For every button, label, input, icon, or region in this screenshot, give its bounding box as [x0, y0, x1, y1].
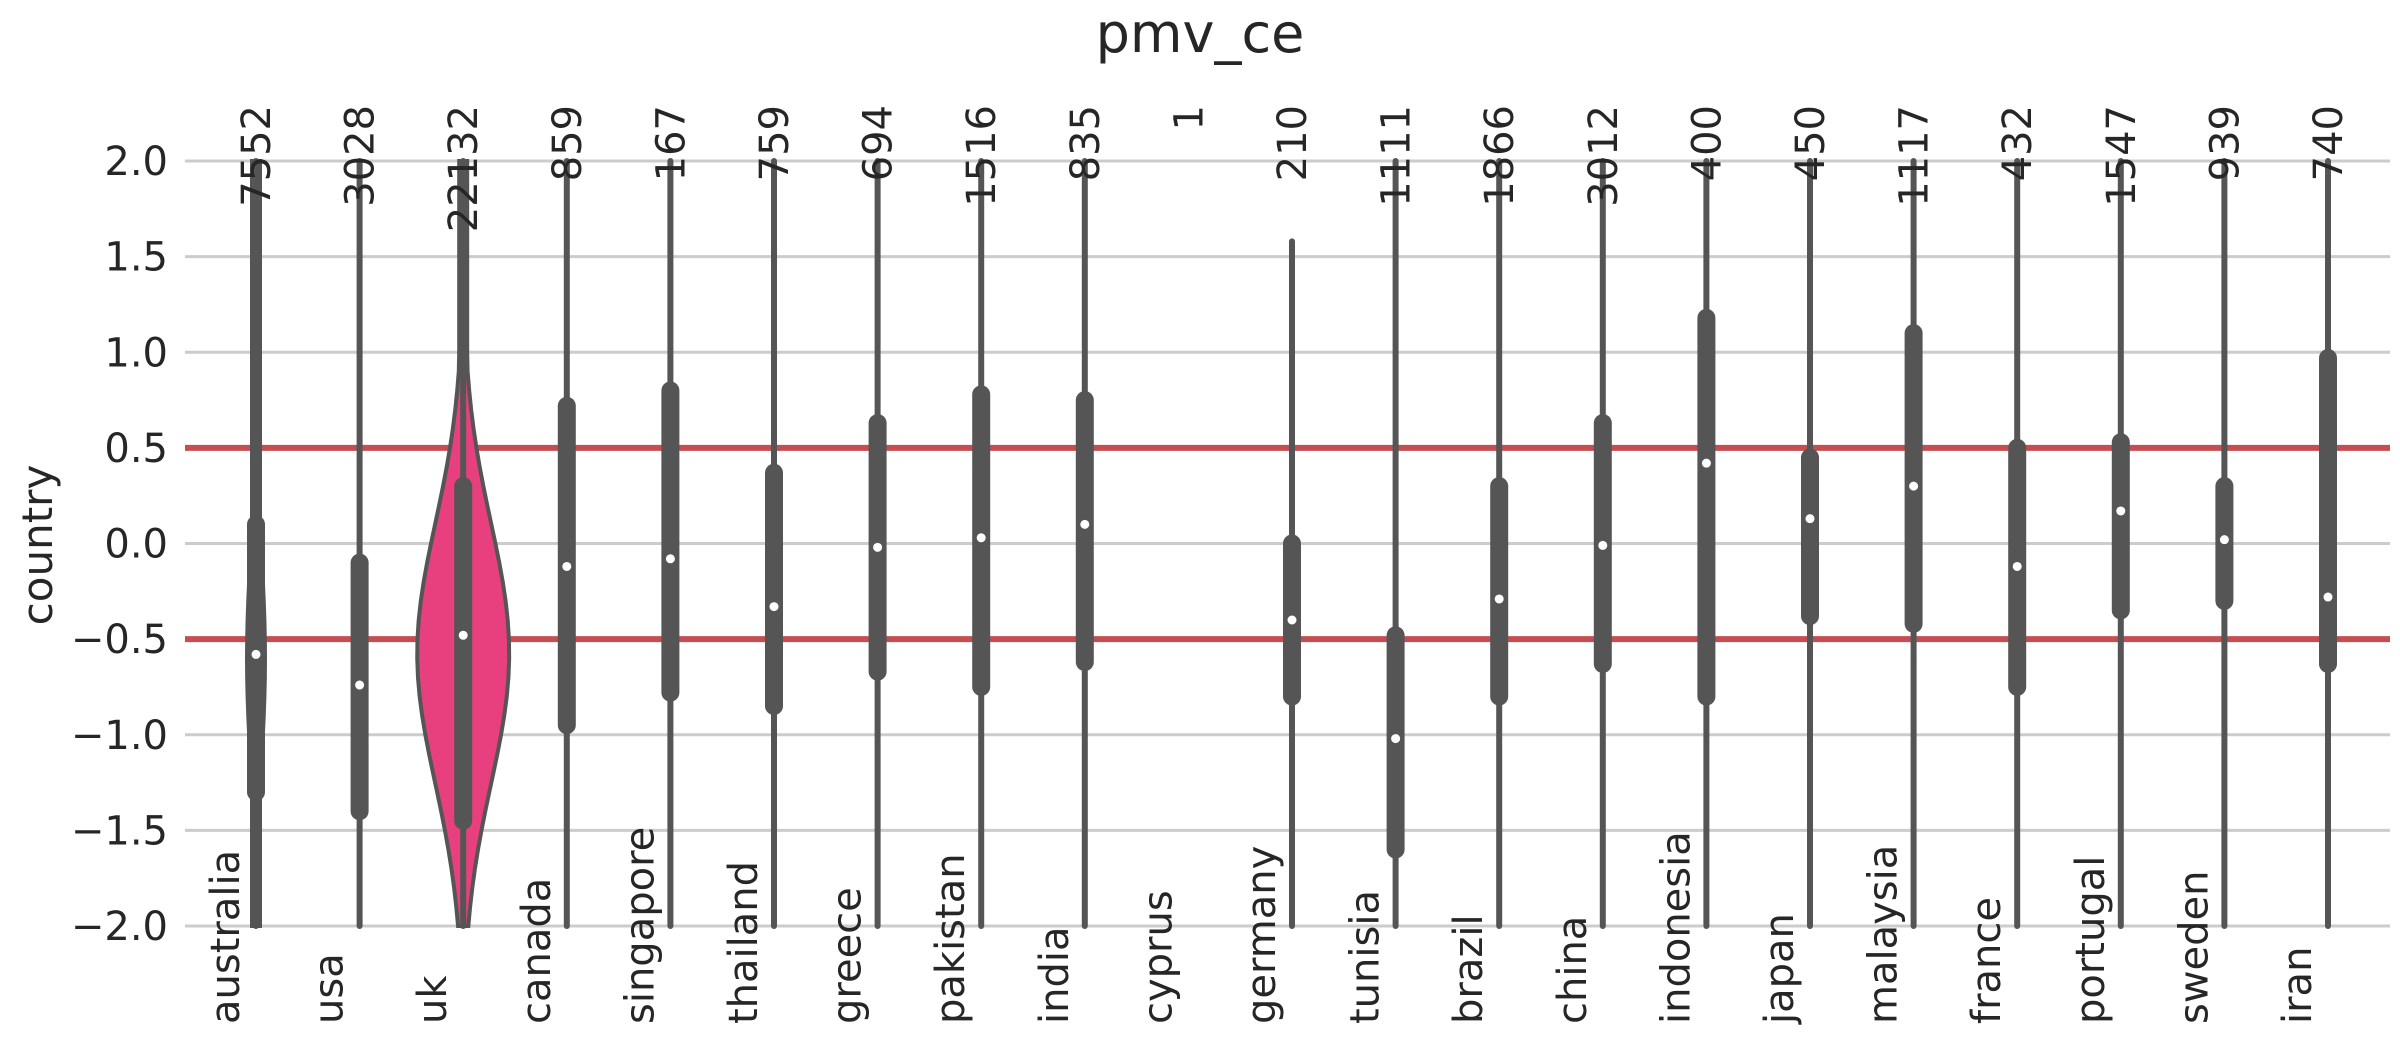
violin-china	[1593, 158, 1612, 929]
median-point	[1391, 734, 1401, 744]
category-label: sweden	[2171, 870, 2217, 1024]
median-point	[2323, 592, 2333, 602]
violin-malaysia	[1904, 158, 1923, 929]
count-label: 400	[1684, 105, 1730, 181]
category-label: brazil	[1446, 914, 1492, 1024]
count-label: 859	[545, 105, 591, 181]
count-label: 694	[856, 105, 902, 181]
count-label: 740	[2306, 105, 2352, 181]
median-point	[665, 554, 675, 564]
category-label: iran	[2275, 947, 2321, 1024]
count-label: 835	[1063, 105, 1109, 181]
median-point	[1805, 514, 1815, 524]
category-label: cyprus	[1135, 890, 1181, 1024]
violin-australia	[244, 158, 268, 929]
chart-title: pmv_ce	[1096, 2, 1305, 65]
count-label: 759	[752, 105, 798, 181]
violin-germany	[1283, 238, 1301, 929]
violin-portugal	[2111, 158, 2130, 929]
count-label: 7552	[234, 105, 280, 207]
category-label: malaysia	[1861, 845, 1907, 1024]
median-point	[1701, 458, 1711, 468]
violin-iran	[2319, 158, 2337, 929]
category-label: australia	[203, 850, 249, 1024]
category-label: indonesia	[1653, 831, 1699, 1024]
violin-usa	[350, 158, 369, 929]
category-label: usa	[307, 953, 353, 1024]
y-tick-label: −1.0	[71, 713, 168, 759]
violins	[244, 158, 2337, 929]
median-point	[1598, 540, 1608, 550]
count-label: 1547	[2099, 105, 2145, 207]
y-tick-label: 2.0	[104, 139, 168, 185]
median-point	[1287, 615, 1297, 625]
count-label: 3012	[1581, 105, 1627, 207]
median-point	[1909, 481, 1919, 491]
count-label: 167	[648, 105, 694, 181]
category-label: singapore	[617, 827, 663, 1024]
y-tick-label: 0.5	[104, 426, 168, 472]
category-label: canada	[514, 878, 560, 1024]
median-point	[1080, 519, 1090, 529]
category-label: japan	[1757, 913, 1803, 1025]
count-label: 939	[2202, 105, 2248, 181]
violin-india	[1075, 158, 1094, 929]
y-axis-label: country	[13, 465, 62, 626]
category-label: thailand	[721, 861, 767, 1024]
median-point	[769, 602, 779, 612]
violin-greece	[868, 158, 887, 929]
y-tick-label: −1.5	[71, 808, 168, 854]
violin-sweden	[2215, 158, 2234, 929]
count-label: 210	[1270, 105, 1316, 181]
category-label: greece	[825, 887, 871, 1024]
y-tick-label: 0.0	[104, 522, 168, 568]
violin-brazil	[1490, 158, 1509, 929]
count-label: 1516	[959, 105, 1005, 207]
y-tick-labels: 2.0 1.5 1.0 0.5 0.0 −0.5 −1.0 −1.5 −2.0	[71, 139, 168, 950]
median-point	[2116, 506, 2126, 516]
median-point	[251, 649, 261, 659]
count-label: 22132	[441, 105, 487, 232]
count-label: 1	[1166, 105, 1212, 130]
category-label: portugal	[2068, 856, 2114, 1024]
violin-japan	[1801, 158, 1819, 929]
count-label: 3028	[338, 105, 384, 207]
median-point	[873, 542, 883, 552]
category-label: germany	[1239, 846, 1285, 1024]
category-label: china	[1550, 916, 1596, 1024]
count-labels: 7552 3028 22132 859 167 759 694 1516 835 1 210 1111…	[234, 105, 2352, 232]
median-point	[1494, 594, 1504, 604]
category-label: pakistan	[928, 853, 974, 1024]
median-point	[458, 630, 468, 640]
median-point	[2012, 561, 2022, 571]
category-label: tunisia	[1343, 890, 1389, 1024]
median-point	[976, 533, 986, 543]
y-tick-label: 1.5	[104, 235, 168, 281]
violin-canada	[557, 158, 576, 929]
median-point	[2219, 535, 2229, 545]
y-tick-label: −0.5	[71, 617, 168, 663]
category-label: france	[1964, 897, 2010, 1024]
category-label: india	[1032, 927, 1078, 1024]
count-label: 450	[1788, 105, 1834, 181]
violin-indonesia	[1697, 158, 1716, 929]
median-point	[355, 680, 365, 690]
violin-thailand	[765, 158, 783, 929]
count-label: 1117	[1892, 105, 1938, 207]
violin-tunisia	[1386, 158, 1405, 929]
count-label: 1111	[1374, 105, 1420, 207]
violin-singapore	[661, 158, 680, 929]
y-tick-label: 1.0	[104, 330, 168, 376]
category-labels: australia usa uk canada singapore thailand gre…	[203, 827, 2321, 1025]
violin-pakistan	[972, 158, 991, 929]
violin-france	[2008, 158, 2027, 929]
median-point	[562, 561, 572, 571]
count-label: 432	[1995, 105, 2041, 181]
violin-uk	[415, 158, 512, 929]
count-label: 1866	[1477, 105, 1523, 207]
category-label: uk	[410, 975, 456, 1024]
y-tick-label: −2.0	[71, 904, 168, 950]
